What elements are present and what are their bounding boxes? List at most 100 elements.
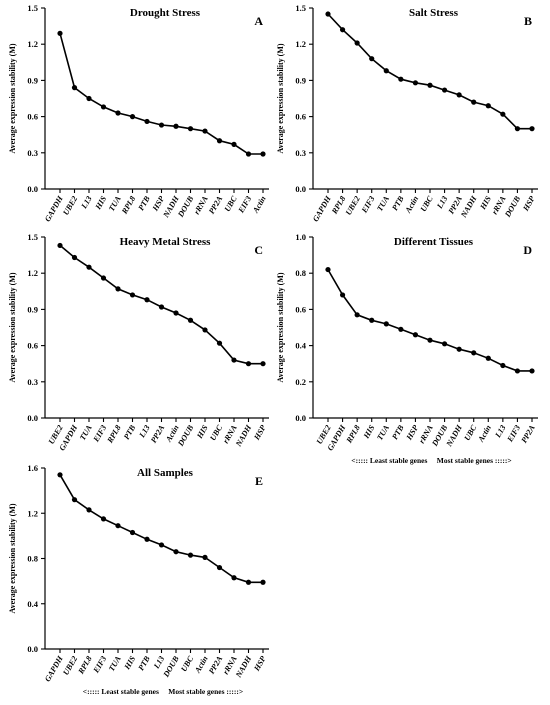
x-tick-label: TUA	[375, 194, 391, 213]
data-point	[57, 30, 63, 36]
y-tick-label: 1.2	[27, 508, 38, 518]
data-point	[86, 95, 92, 102]
data-point	[339, 27, 346, 33]
data-point	[245, 579, 252, 585]
x-tick-label: TUA	[107, 654, 123, 673]
chart-panel-c: 0.0 0.3 0.6 0.9 1.2 1.5 Average expression sta…	[8, 232, 269, 452]
y-axis-label: Average expression stability (M)	[8, 272, 17, 382]
y-tick-label: 0.9	[295, 75, 306, 85]
chart-title: Different Tissues	[394, 236, 474, 248]
x-tick-label: PP2A	[207, 194, 225, 216]
data-point	[100, 516, 107, 522]
data-point	[398, 326, 404, 332]
y-tick-label: 0.0	[295, 413, 306, 423]
y-tick-label: 0.0	[27, 644, 38, 654]
data-point	[71, 497, 78, 503]
y-axis-label: Average expression stability (M)	[8, 503, 17, 613]
data-point	[260, 579, 266, 585]
x-tick-label: EIF3	[236, 195, 253, 216]
x-tick-label: Actin	[251, 194, 268, 215]
y-tick-label: 1.5	[27, 3, 38, 13]
data-point	[514, 126, 521, 132]
x-tick-label: HIS	[93, 194, 108, 212]
y-tick-label: 0.4	[27, 599, 38, 609]
y-tick-label: 1.6	[27, 463, 38, 473]
x-tick-label: UBE2	[344, 195, 362, 217]
data-point	[485, 103, 491, 109]
x-tick-label: HSP	[521, 194, 537, 213]
data-point	[427, 337, 433, 343]
y-axis-label: Average expression stability (M)	[276, 43, 285, 153]
data-point	[129, 529, 136, 536]
data-point	[187, 317, 194, 323]
data-point	[216, 340, 223, 346]
data-point	[71, 85, 78, 91]
y-tick-label: 0.0	[27, 184, 38, 194]
y-tick-label: 0.6	[295, 304, 306, 314]
data-point	[202, 128, 208, 134]
panel-letter: B	[524, 14, 532, 28]
data-point	[216, 138, 223, 144]
y-tick-label: 0.9	[27, 304, 38, 314]
data-point	[57, 242, 63, 249]
x-tick-label: DOUB	[161, 654, 181, 680]
series-line	[59, 474, 263, 584]
y-tick-label: 1.5	[295, 3, 306, 13]
data-point	[216, 564, 223, 571]
data-point	[441, 341, 448, 347]
x-tick-label: EIF3	[359, 195, 376, 216]
x-tick-label: PTB	[390, 423, 406, 441]
y-tick-label: 1.2	[27, 268, 38, 278]
data-point	[231, 357, 237, 363]
series-line	[327, 269, 532, 372]
data-point	[144, 536, 150, 542]
x-tick-label: HIS	[361, 423, 376, 441]
chart-panel-a: 0.0 0.3 0.6 0.9 1.2 1.5 Average expression sta…	[8, 3, 269, 223]
data-point	[485, 355, 491, 361]
panel-letter: C	[254, 243, 263, 257]
x-tick-label: GAPDH	[43, 654, 65, 683]
data-point	[158, 542, 165, 548]
data-point	[412, 332, 419, 338]
data-point	[325, 11, 331, 17]
data-point	[369, 56, 375, 62]
chart-title: Salt Stress	[409, 7, 459, 19]
data-point	[115, 286, 121, 292]
data-point	[187, 552, 194, 558]
y-tick-label: 0.6	[27, 112, 38, 122]
y-tick-label: 0.3	[27, 377, 38, 387]
x-tick-label: UBE2	[61, 195, 79, 217]
data-point	[514, 368, 521, 374]
y-tick-label: 1.2	[27, 39, 38, 49]
x-tick-label: PTB	[122, 423, 138, 441]
y-tick-label: 0.8	[295, 268, 306, 278]
data-point	[144, 118, 150, 125]
data-point	[412, 80, 419, 86]
data-point	[500, 111, 506, 117]
data-point	[86, 264, 92, 270]
y-tick-label: 0.3	[27, 148, 38, 158]
data-point	[441, 87, 448, 93]
data-point	[456, 92, 462, 98]
data-point	[529, 368, 535, 374]
data-point	[129, 292, 136, 298]
data-point	[115, 110, 121, 116]
y-tick-label: 0.9	[27, 75, 38, 85]
chart-title: Heavy Metal Stress	[120, 236, 212, 248]
y-tick-label: 0.6	[295, 112, 306, 122]
y-tick-label: 1.5	[27, 232, 38, 242]
data-point	[260, 361, 266, 367]
x-tick-label: DOUB	[176, 423, 196, 449]
chart-title: All Samples	[137, 467, 194, 479]
x-tick-label: GAPDH	[43, 194, 65, 223]
chart-panel-d: 0.0 0.2 0.4 0.6 0.8 1.0 Average expression sta…	[276, 232, 538, 465]
x-tick-label: RPL8	[119, 195, 137, 217]
data-point	[144, 297, 150, 303]
x-tick-label: PTB	[136, 194, 152, 212]
x-tick-label: rRNA	[192, 194, 210, 216]
data-point	[100, 104, 107, 110]
data-point	[129, 114, 136, 120]
x-tick-label: GAPDH	[311, 194, 333, 223]
x-tick-label: HIS	[122, 654, 137, 672]
panel-letter: E	[255, 474, 263, 488]
